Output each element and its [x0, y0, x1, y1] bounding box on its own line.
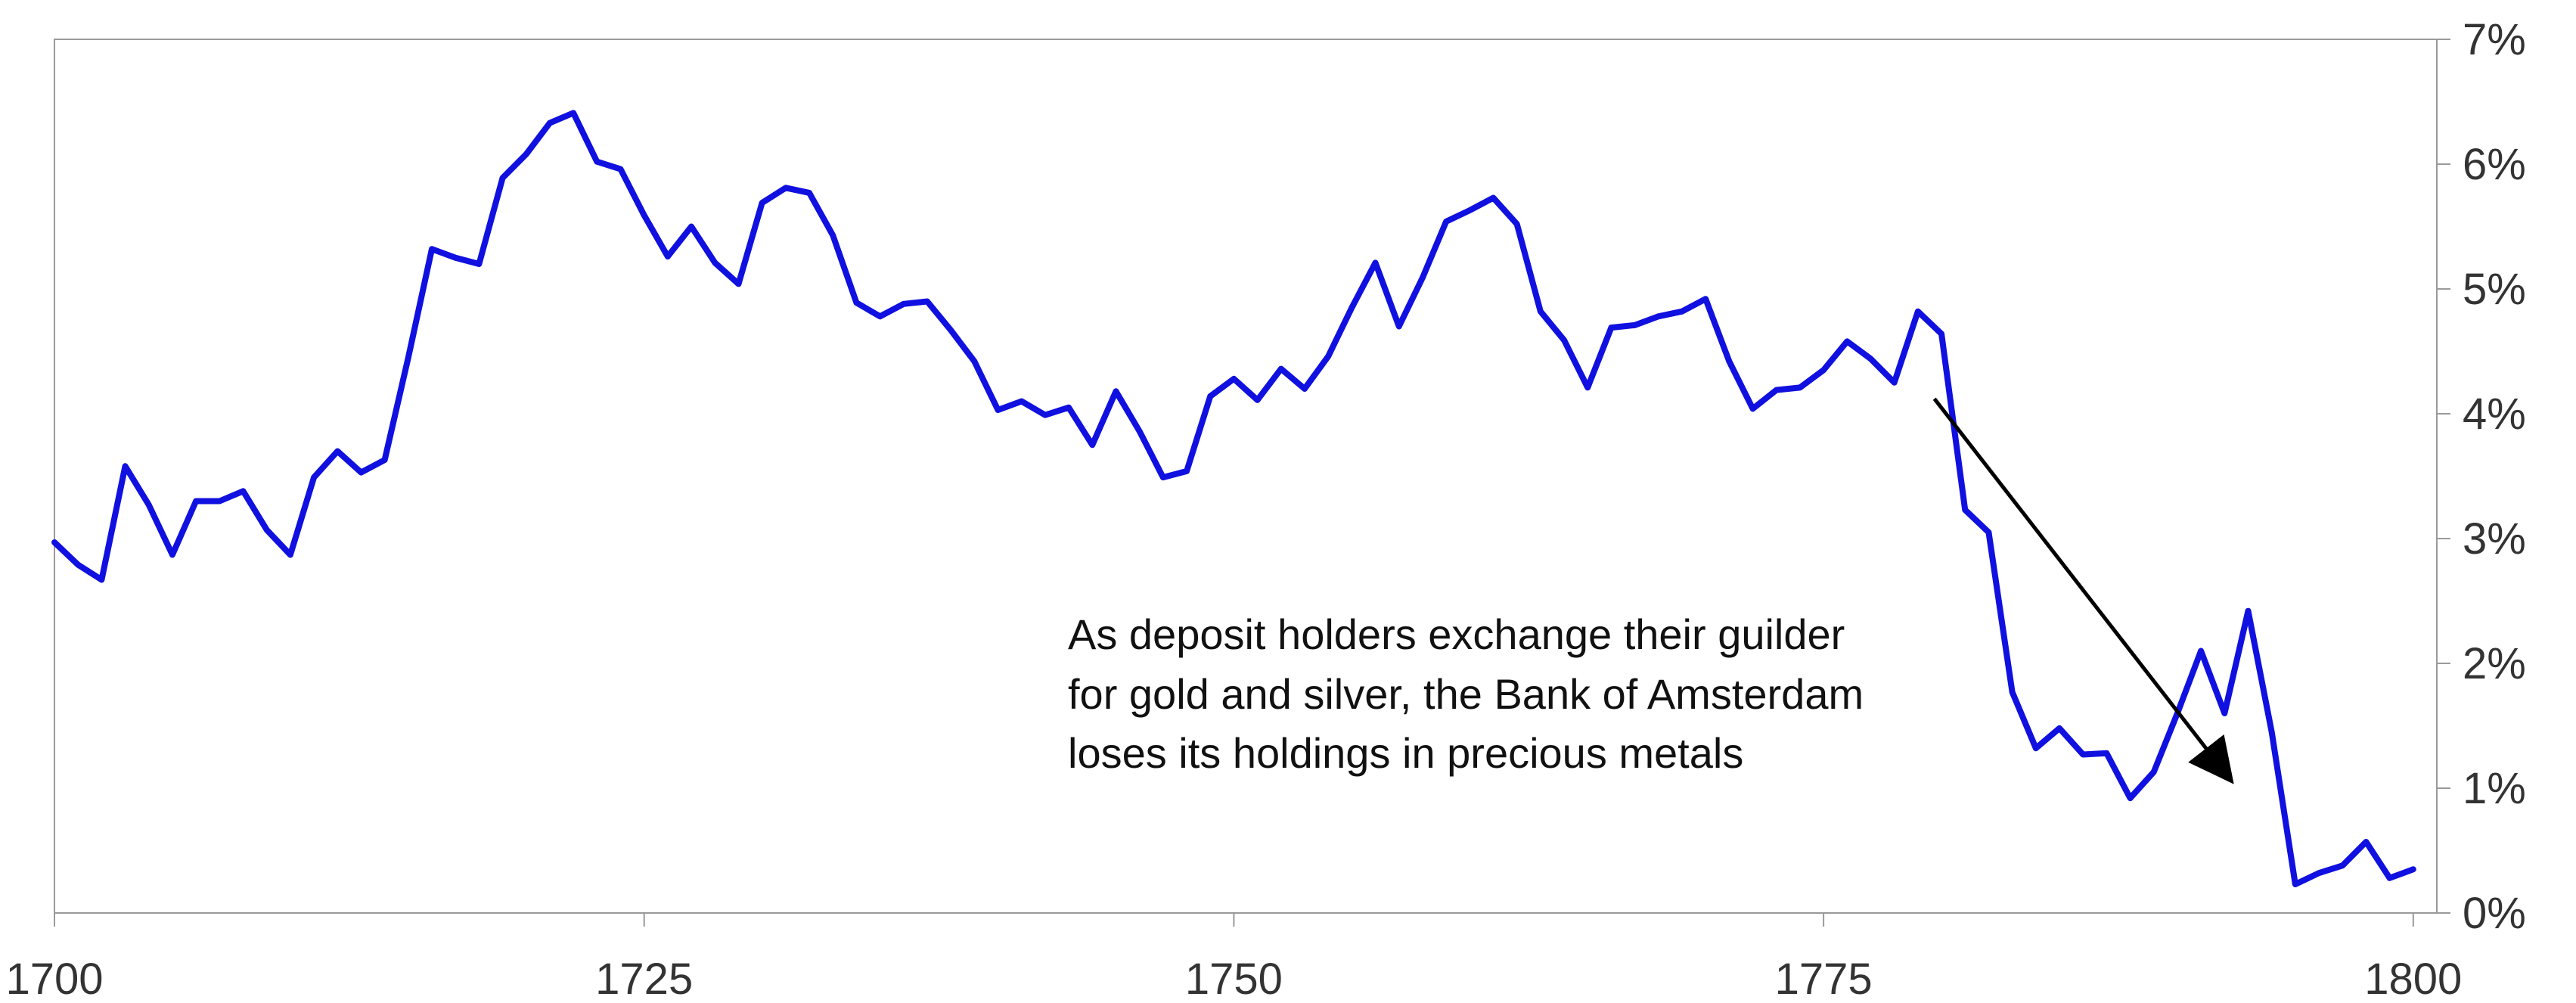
y-tick-label: 2%: [2463, 639, 2526, 688]
annotation-line-2: for gold and silver, the Bank of Amsterd…: [1068, 670, 1864, 718]
y-tick-label: 3%: [2463, 514, 2526, 564]
y-tick-label: 5%: [2463, 265, 2526, 314]
x-tick-label: 1800: [2364, 955, 2462, 1003]
x-tick-label: 1725: [595, 955, 693, 1003]
y-tick-label: 7%: [2463, 15, 2526, 64]
annotation-arrow: [1932, 397, 2234, 784]
y-axis: 0% 1% 2% 3% 4% 5% 6% 7%: [2437, 15, 2526, 938]
annotation-line-3: loses its holdings in precious metals: [1068, 729, 1743, 777]
annotation: As deposit holders exchange their guilde…: [1068, 397, 2234, 784]
y-tick-label: 6%: [2463, 140, 2526, 189]
x-tick-label: 1750: [1185, 955, 1283, 1003]
x-axis: 1700 1725 1750 1775 1800: [5, 913, 2462, 1003]
plot-frame: [54, 39, 2438, 914]
y-tick-label: 4%: [2463, 390, 2526, 439]
x-tick-label: 1700: [5, 955, 103, 1003]
x-tick-label: 1775: [1775, 955, 1873, 1003]
annotation-line-1: As deposit holders exchange their guilde…: [1068, 610, 1845, 658]
y-tick-label: 0%: [2463, 889, 2526, 938]
y-tick-label: 1%: [2463, 764, 2526, 813]
series-layer: [51, 110, 2416, 888]
plot-area: [54, 39, 2438, 914]
series-line: [51, 110, 2416, 888]
